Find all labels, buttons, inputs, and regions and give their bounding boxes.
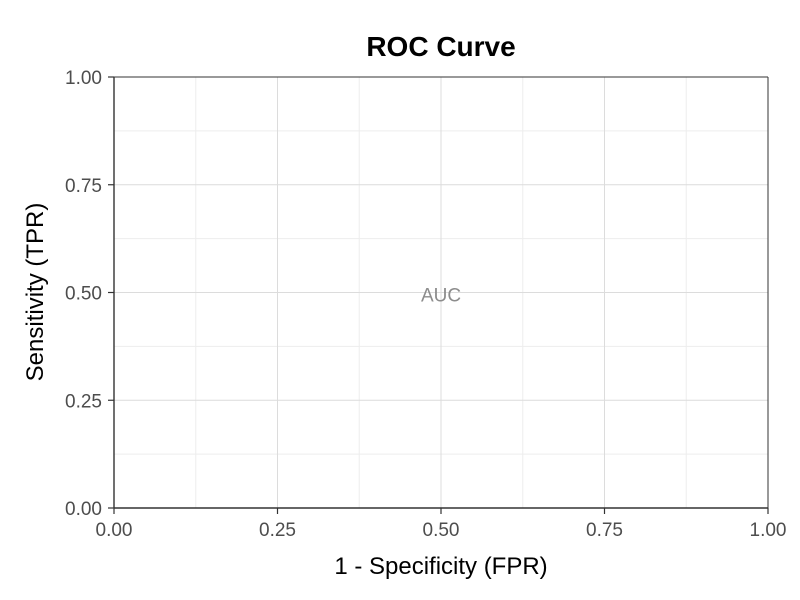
- x-tick-label: 0.75: [586, 520, 623, 541]
- chart-title: ROC Curve: [366, 31, 515, 62]
- y-tick-label: 0.75: [65, 176, 102, 197]
- x-axis-title: 1 - Specificity (FPR): [334, 553, 547, 580]
- y-axis-title: Sensitivity (TPR): [22, 203, 49, 382]
- x-tick-label: 0.25: [259, 520, 296, 541]
- y-tick-label: 0.50: [65, 284, 102, 305]
- x-tick-label: 1.00: [750, 520, 787, 541]
- x-tick-label: 0.00: [96, 520, 133, 541]
- tick-layer: 0.00 0.25 0.50 0.75 1.00 0.00 0.25 0.50 0.75 1.00: [65, 68, 786, 541]
- y-tick-label: 0.25: [65, 391, 102, 412]
- y-tick-label: 0.00: [65, 499, 102, 520]
- y-tick-label: 1.00: [65, 68, 102, 89]
- annotation-auc: AUC: [421, 286, 461, 307]
- annotation-layer: AUC: [421, 286, 461, 307]
- x-tick-label: 0.50: [423, 520, 460, 541]
